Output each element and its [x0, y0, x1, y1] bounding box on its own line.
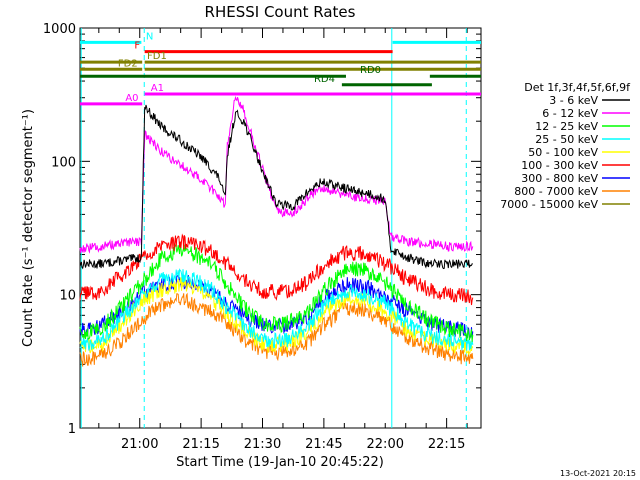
series-line-800-7000-keV — [79, 292, 474, 367]
y-axis-label: Count Rate (s⁻¹ detector segment⁻¹) — [21, 109, 36, 347]
series-lines — [79, 95, 474, 367]
x-tick-label: 21:15 — [182, 437, 219, 452]
x-axis-label: Start Time (19-Jan-10 20:45:22) — [176, 455, 384, 470]
state-bar-label: F — [134, 41, 140, 52]
chart-title: RHESSI Count Rates — [205, 3, 356, 21]
y-tick-label: 100 — [51, 155, 76, 170]
y-tick-label: 10 — [59, 289, 76, 304]
y-axis: 1 10 100 1000 — [43, 22, 481, 437]
x-tick-label: 21:00 — [121, 437, 158, 452]
attenuator-bars: NF FD1 FD2 RD0 RD4 A0 A1 — [80, 31, 481, 106]
legend-entry-label: 25 - 50 keV — [535, 133, 598, 146]
x-tick-label: 21:45 — [305, 437, 342, 452]
legend-entry-label: 50 - 100 keV — [528, 146, 598, 159]
legend-entry-label: 12 - 25 keV — [535, 120, 598, 133]
time-markers — [80, 28, 467, 428]
state-bar-label: RD0 — [360, 65, 381, 76]
state-bar-label: N — [146, 31, 153, 42]
y-tick-label: 1000 — [43, 22, 76, 37]
footer-date: 13-Oct-2021 20:15 — [560, 469, 636, 478]
x-tick-label: 22:15 — [428, 437, 465, 452]
plot-border — [79, 27, 482, 429]
x-tick-label: 21:30 — [244, 437, 281, 452]
state-bar-label: RD4 — [314, 74, 335, 85]
series-line-100-300-keV — [79, 233, 474, 306]
legend-entry-label: 6 - 12 keV — [542, 107, 598, 120]
state-bar-label: FD1 — [147, 51, 167, 62]
state-bar-label: A1 — [151, 83, 164, 94]
series-line-12-25-keV — [79, 242, 474, 342]
legend-entry-label: 300 - 800 keV — [521, 172, 598, 185]
legend-entry-label: 100 - 300 keV — [521, 159, 598, 172]
x-tick-label: 22:00 — [367, 437, 404, 452]
legend-entry-label: 800 - 7000 keV — [514, 185, 598, 198]
y-tick-label: 1 — [68, 422, 76, 437]
legend-entry-label: 7000 - 15000 keV — [500, 198, 598, 211]
series-line-6-12-keV — [79, 95, 474, 254]
series-line-3-6-keV — [79, 104, 473, 270]
state-bar-label: FD2 — [118, 58, 138, 69]
x-axis: 21:00 21:15 21:30 21:45 22:00 22:15 — [98, 28, 468, 452]
state-bar-label: A0 — [125, 93, 138, 104]
legend-entry-label: 3 - 6 keV — [549, 94, 598, 107]
series-line-25-50-keV — [79, 268, 474, 351]
legend-title: Det 1f,3f,4f,5f,6f,9f — [524, 81, 631, 94]
plot-area — [79, 27, 482, 429]
